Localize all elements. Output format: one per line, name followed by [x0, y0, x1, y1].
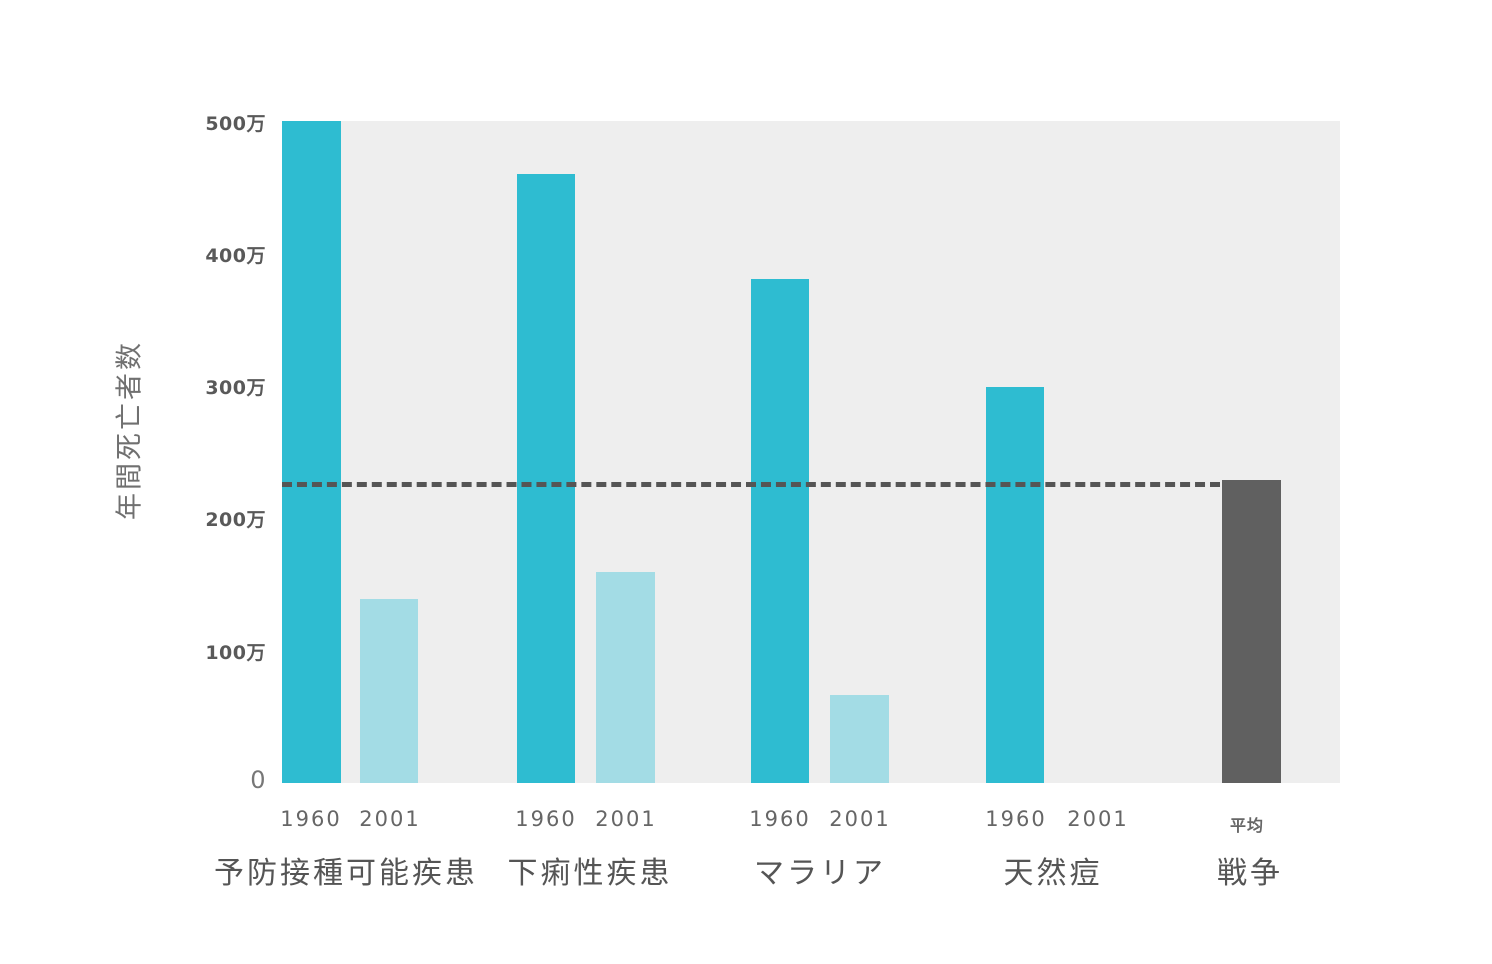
- bar-war-average: [1222, 480, 1281, 783]
- y-tick-300: 300万: [205, 377, 266, 399]
- x-year-label: 1960: [749, 807, 811, 831]
- y-tick-100: 100万: [205, 642, 266, 664]
- war-average-reference-line: [282, 482, 1220, 487]
- x-year-label: 平均: [1229, 816, 1265, 835]
- y-tick-500: 500万: [205, 113, 266, 135]
- x-year-label: 2001: [359, 807, 421, 831]
- bar-smallpox-1960: [986, 387, 1044, 783]
- y-tick-400: 400万: [205, 245, 266, 267]
- category-label: 予防接種可能疾患: [214, 856, 478, 891]
- y-tick-0: 0: [250, 766, 266, 794]
- bar-diarrhea-2001: [596, 572, 655, 783]
- category-label: 戦争: [1217, 856, 1283, 891]
- bar-vaccine-1960: [282, 121, 341, 783]
- y-axis-label: 年間死亡者数: [114, 340, 146, 520]
- plot-area: [282, 121, 1340, 783]
- x-year-label: 1960: [985, 807, 1047, 831]
- category-label: 天然痘: [1003, 856, 1103, 891]
- category-label: 下痢性疾患: [507, 856, 673, 891]
- bar-vaccine-2001: [360, 599, 418, 783]
- x-year-label: 2001: [829, 807, 891, 831]
- category-label: マラリア: [754, 856, 886, 891]
- bar-malaria-2001: [830, 695, 889, 783]
- y-tick-200: 200万: [205, 509, 266, 531]
- x-year-label: 1960: [515, 807, 577, 831]
- x-year-label: 2001: [1067, 807, 1129, 831]
- x-year-label: 2001: [595, 807, 657, 831]
- bar-diarrhea-1960: [517, 174, 575, 783]
- bar-malaria-1960: [751, 279, 809, 783]
- x-year-label: 1960: [280, 807, 342, 831]
